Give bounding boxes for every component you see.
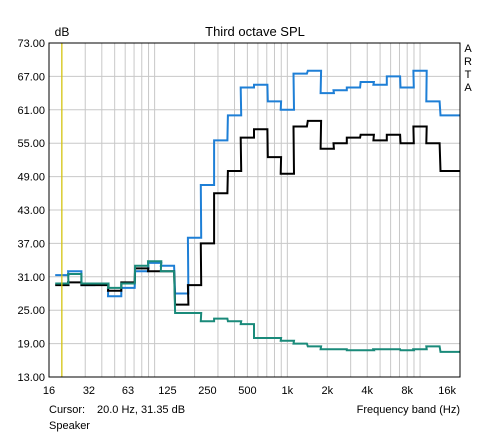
y-tick-label: 31.00 bbox=[17, 272, 45, 284]
x-tick-labels: 16 32 63 125 250 500 1k 2k 4k 8k 16k bbox=[43, 385, 457, 397]
cursor-readout: 20.0 Hz, 31.35 dB bbox=[97, 404, 186, 416]
x-tick-label: 8k bbox=[401, 385, 413, 397]
y-tick-label: 67.00 bbox=[17, 71, 45, 83]
side-label-letter: T bbox=[465, 69, 472, 81]
y-tick-label: 49.00 bbox=[17, 172, 45, 184]
x-tick-label: 1k bbox=[282, 385, 294, 397]
x-tick-label: 500 bbox=[238, 385, 256, 397]
x-tick-label: 16k bbox=[438, 385, 456, 397]
plot-frame bbox=[48, 42, 461, 378]
side-label-letter: R bbox=[464, 56, 472, 68]
y-tick-label: 37.00 bbox=[17, 238, 45, 250]
y-tick-label: 19.00 bbox=[17, 339, 45, 351]
series-line-3 bbox=[55, 260, 460, 353]
y-tick-labels: 13.00 19.00 25.00 31.00 37.00 43.00 49.00 55.00… bbox=[17, 38, 45, 384]
y-tick-label: 61.00 bbox=[17, 105, 45, 117]
chart-title: Third octave SPL bbox=[205, 24, 305, 39]
cursor-label: Cursor: bbox=[49, 404, 86, 416]
x-tick-label: 2k bbox=[321, 385, 333, 397]
y-tick-label: 73.00 bbox=[17, 38, 45, 50]
series-line-1 bbox=[55, 69, 460, 298]
x-tick-label: 32 bbox=[83, 385, 95, 397]
side-label-letter: A bbox=[464, 82, 472, 94]
data-series bbox=[55, 69, 460, 353]
series-line-2 bbox=[55, 119, 460, 306]
source-label: Speaker bbox=[49, 420, 90, 432]
x-tick-label: 250 bbox=[198, 385, 216, 397]
x-tick-label: 125 bbox=[158, 385, 176, 397]
y-axis-label: dB bbox=[55, 25, 70, 39]
x-tick-label: 63 bbox=[122, 385, 134, 397]
side-label-letter: A bbox=[464, 43, 472, 55]
y-tick-label: 13.00 bbox=[17, 372, 45, 384]
y-tick-label: 43.00 bbox=[17, 205, 45, 217]
x-axis-label: Frequency band (Hz) bbox=[357, 404, 460, 416]
y-tick-label: 25.00 bbox=[17, 305, 45, 317]
y-tick-label: 55.00 bbox=[17, 138, 45, 150]
x-tick-label: 16 bbox=[43, 385, 55, 397]
x-tick-label: 4k bbox=[361, 385, 373, 397]
